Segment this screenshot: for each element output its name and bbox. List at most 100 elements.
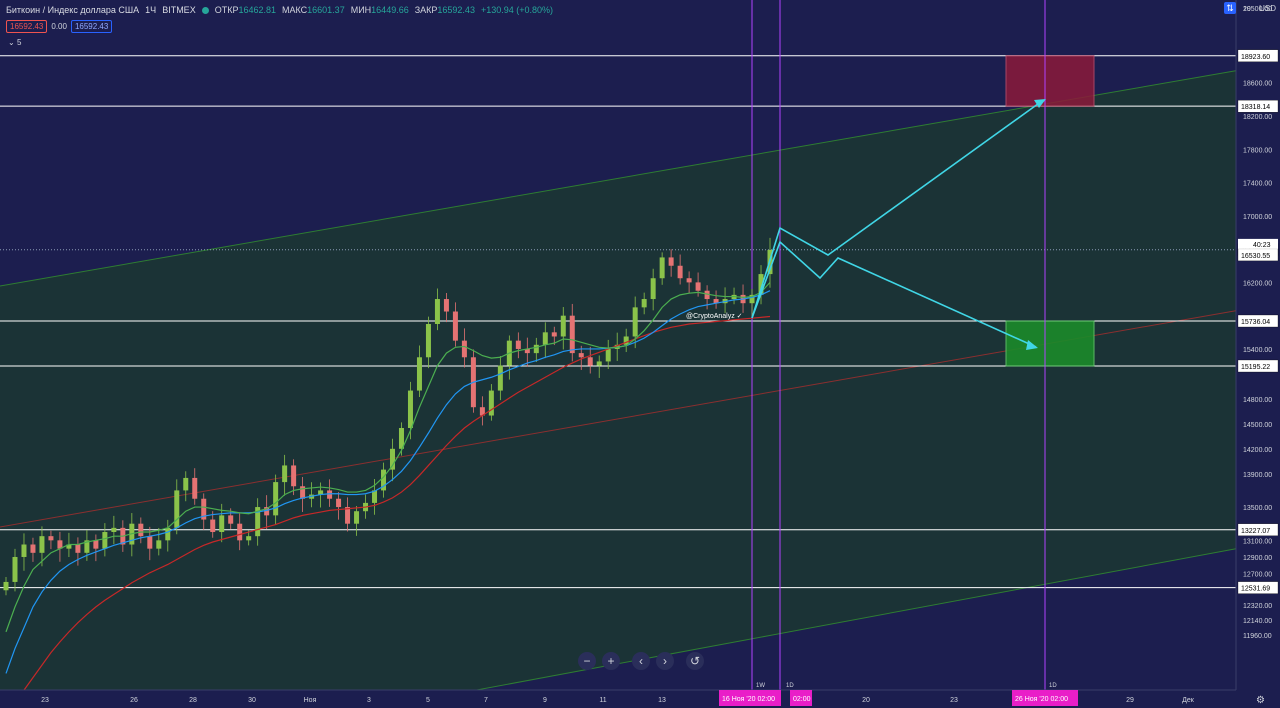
time-badge: 16 Ноя '20 02:00 bbox=[719, 690, 781, 706]
candle bbox=[515, 332, 521, 359]
candle-body bbox=[93, 540, 99, 549]
time-badge-box bbox=[719, 690, 781, 706]
candle bbox=[416, 345, 422, 398]
candle-body bbox=[372, 490, 378, 503]
candle bbox=[497, 356, 503, 401]
candle bbox=[650, 268, 656, 311]
market-status-icon bbox=[201, 6, 209, 14]
candle-body bbox=[416, 357, 422, 391]
candle-body bbox=[138, 523, 144, 537]
time-tick-label: Дек bbox=[1182, 697, 1195, 704]
candle-body bbox=[650, 278, 656, 300]
price-tick-label: 13500.00 bbox=[1243, 505, 1272, 512]
candle-body bbox=[12, 556, 18, 582]
interval-label[interactable]: 1Ч bbox=[145, 5, 157, 15]
time-tick-label: 13 bbox=[658, 697, 666, 704]
candle bbox=[479, 396, 485, 426]
candle-body bbox=[165, 527, 171, 541]
price-level-label: 12531.69 bbox=[1237, 581, 1279, 594]
scroll-left-button[interactable]: ‹ bbox=[632, 652, 650, 670]
candle bbox=[192, 468, 198, 505]
candle-body bbox=[75, 544, 81, 553]
time-tick-label: 23 bbox=[41, 697, 49, 704]
candle-body bbox=[389, 448, 395, 470]
high-label: МАКС bbox=[282, 5, 308, 15]
price-level-label: 18318.14 bbox=[1237, 100, 1279, 113]
candle-body bbox=[39, 536, 45, 553]
interval-marker-label: 1D bbox=[1049, 683, 1057, 689]
sell-button[interactable]: 16592.43 bbox=[6, 20, 48, 33]
close-value: 16592.43 bbox=[437, 5, 475, 15]
author-watermark: @CryptoAnalyz ✓ bbox=[686, 313, 743, 320]
countdown-value: 40:23 bbox=[1253, 242, 1271, 249]
low-label: МИН bbox=[350, 5, 372, 15]
zoom-out-button[interactable]: − bbox=[578, 652, 596, 670]
time-tick-label: 20 bbox=[862, 697, 870, 704]
candle bbox=[569, 303, 575, 362]
time-axis bbox=[0, 690, 1280, 708]
currency-switch-icon[interactable]: ⇅ bbox=[1224, 2, 1236, 14]
settings-gear-icon[interactable]: ⚙ bbox=[1256, 695, 1265, 706]
candle-body bbox=[578, 353, 584, 358]
candle bbox=[641, 292, 647, 315]
candle-body bbox=[21, 544, 27, 557]
zoom-in-button[interactable]: + bbox=[602, 652, 620, 670]
candle bbox=[578, 345, 584, 370]
candle bbox=[668, 249, 674, 277]
chevron-down-icon: ⌄ bbox=[8, 38, 15, 47]
candle-body bbox=[174, 490, 180, 528]
candle bbox=[237, 513, 243, 551]
candle-body bbox=[102, 532, 108, 549]
candle-body bbox=[336, 498, 342, 508]
price-level-box bbox=[1237, 523, 1279, 536]
candle-body bbox=[407, 390, 413, 429]
candle-body bbox=[551, 332, 557, 337]
symbol-header: Биткоин / Индекс доллара США 1Ч BITMEX О… bbox=[6, 3, 553, 17]
reset-chart-button[interactable]: ↺ bbox=[686, 652, 704, 670]
candle-body bbox=[686, 278, 692, 283]
price-tick-label: 17000.00 bbox=[1243, 214, 1272, 221]
candle-body bbox=[3, 581, 9, 591]
time-badge: 02:00 bbox=[790, 690, 812, 706]
candle bbox=[470, 349, 476, 413]
time-badge-box bbox=[790, 690, 812, 706]
time-tick-label: 5 bbox=[426, 697, 430, 704]
price-level-value: 12531.69 bbox=[1241, 586, 1270, 593]
price-level-value: 18923.60 bbox=[1241, 54, 1270, 61]
candle-body bbox=[560, 315, 566, 337]
candle-body bbox=[443, 299, 449, 312]
price-tick-label: 13100.00 bbox=[1243, 538, 1272, 545]
time-tick-label: 3 bbox=[367, 697, 371, 704]
candle-body bbox=[192, 477, 198, 499]
candle-body bbox=[219, 515, 225, 533]
candle-body bbox=[488, 390, 494, 416]
candle bbox=[551, 326, 557, 346]
indicators-toggle[interactable]: ⌄ 5 bbox=[8, 38, 21, 47]
candle bbox=[488, 384, 494, 421]
candle-body bbox=[183, 477, 189, 491]
price-tick-label: 20 bbox=[1243, 6, 1251, 13]
symbol-title[interactable]: Биткоин / Индекс доллара США bbox=[6, 5, 140, 15]
price-tick-label: 14200.00 bbox=[1243, 447, 1272, 454]
buy-button[interactable]: 16592.43 bbox=[70, 20, 113, 33]
candle bbox=[452, 302, 458, 347]
candle-body bbox=[84, 540, 90, 553]
candle bbox=[389, 438, 395, 482]
candle bbox=[282, 454, 288, 496]
candle bbox=[39, 526, 45, 567]
candle-body bbox=[57, 540, 63, 549]
candle bbox=[273, 474, 279, 525]
candle bbox=[165, 519, 171, 552]
candle bbox=[48, 530, 54, 550]
candle-body bbox=[713, 299, 719, 304]
candle-body bbox=[461, 340, 467, 358]
candle-body bbox=[596, 361, 602, 366]
scroll-right-button[interactable]: › bbox=[656, 652, 674, 670]
candle bbox=[264, 495, 270, 530]
candle-body bbox=[156, 540, 162, 549]
candle-body bbox=[66, 544, 72, 549]
candle bbox=[75, 537, 81, 566]
candle bbox=[461, 328, 467, 368]
open-label: ОТКР bbox=[214, 5, 239, 15]
